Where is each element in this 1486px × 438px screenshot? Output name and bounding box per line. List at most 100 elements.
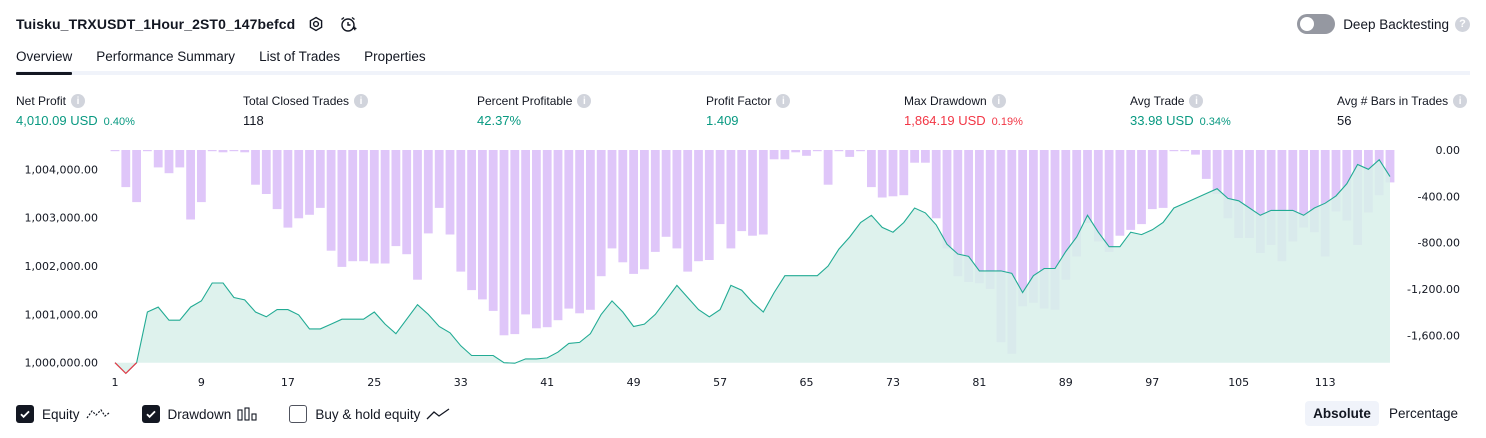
legend-equity[interactable]: Equity — [16, 405, 110, 423]
drawdown-bar — [996, 150, 1006, 343]
drawdown-checkbox[interactable] — [141, 405, 160, 423]
drawdown-bar — [542, 150, 552, 328]
deep-backtesting-toggle[interactable] — [1297, 14, 1336, 34]
legend-drawdown[interactable]: Drawdown — [141, 405, 258, 423]
drawdown-bar — [164, 150, 174, 174]
legend-buy-hold-equity[interactable]: Buy & hold equity — [289, 405, 450, 423]
drawdown-bar — [1255, 150, 1265, 254]
drawdown-bar — [1050, 150, 1060, 310]
legend-label: Buy & hold equity — [315, 406, 421, 422]
x-axis-tick: 97 — [1145, 376, 1159, 389]
drawdown-bar — [985, 150, 995, 289]
info-icon[interactable]: i — [577, 94, 592, 108]
drawdown-bar — [726, 150, 736, 249]
drawdown-bar — [899, 150, 909, 196]
metric-label: Avg Trade — [1130, 94, 1185, 108]
drawdown-bar — [586, 150, 595, 310]
x-axis-tick: 89 — [1059, 376, 1073, 389]
drawdown-bar — [240, 150, 250, 153]
drawdown-bar — [877, 150, 887, 198]
drawdown-bar — [758, 150, 768, 235]
drawdown-bar — [1115, 150, 1125, 236]
x-axis-tick: 65 — [800, 376, 814, 389]
absolute-button[interactable]: Absolute — [1305, 401, 1379, 426]
drawdown-bar — [1385, 150, 1395, 183]
drawdown-bar — [1310, 150, 1319, 233]
drawdown-bar — [207, 150, 217, 152]
drawdown-bar — [1191, 150, 1200, 155]
drawdown-bar — [326, 150, 336, 251]
drawdown-bar — [931, 150, 941, 219]
info-icon[interactable]: i — [71, 94, 86, 108]
deep-backtesting-label: Deep Backtesting — [1343, 16, 1449, 32]
drawdown-bar — [1299, 150, 1308, 228]
drawdown-bar — [564, 150, 574, 309]
info-icon[interactable]: i — [991, 94, 1006, 108]
alarm-clock-add-icon[interactable] — [337, 13, 359, 35]
drawdown-bar — [186, 150, 195, 220]
equity-line-icon — [86, 407, 110, 421]
equity-area — [115, 159, 1390, 374]
legend-label: Drawdown — [167, 406, 232, 422]
metric-value: 1,864.19 USD — [904, 113, 986, 128]
drawdown-bar — [834, 150, 844, 152]
tab-list-of-trades[interactable]: List of Trades — [259, 49, 341, 64]
left-axis-tick: 1,003,000.00 — [25, 212, 98, 225]
drawdown-bar — [1277, 150, 1287, 262]
drawdown-bar — [1331, 150, 1341, 212]
drawdown-bar — [650, 150, 660, 252]
metric-label: Percent Profitable — [477, 94, 573, 108]
equity-checkbox[interactable] — [16, 405, 34, 423]
drawdown-bars-icon — [237, 407, 257, 421]
info-icon[interactable]: i — [354, 94, 369, 108]
info-icon[interactable]: i — [1189, 94, 1204, 108]
help-icon[interactable]: ? — [1455, 16, 1470, 32]
x-axis-tick: 57 — [713, 376, 727, 389]
drawdown-bar — [1266, 150, 1276, 245]
drawdown-bar — [975, 150, 984, 284]
metric-value: 1.409 — [706, 113, 739, 128]
drawdown-bar — [251, 150, 260, 185]
drawdown-bar — [823, 150, 833, 185]
drawdown-bar — [499, 150, 509, 336]
drawdown-bar — [467, 150, 476, 291]
strategy-title: Tuisku_TRXUSDT_1Hour_2ST0_147befcd — [16, 16, 296, 32]
metric-avg-trade: Avg Trade i 33.98 USD 0.34% — [1130, 92, 1231, 128]
drawdown-bar — [1007, 150, 1017, 354]
drawdown-bar — [1234, 150, 1244, 238]
drawdown-bar — [575, 150, 584, 314]
drawdown-bar — [1104, 150, 1114, 252]
drawdown-bar — [683, 150, 693, 272]
value-mode-toggle: Absolute Percentage — [1303, 401, 1466, 426]
drawdown-bar — [1180, 150, 1190, 152]
drawdown-bar — [607, 150, 617, 249]
drawdown-bar — [942, 150, 952, 249]
drawdown-bar — [445, 150, 455, 235]
left-axis-tick: 1,002,000.00 — [25, 260, 98, 273]
x-axis-tick: 17 — [281, 376, 295, 389]
tab-properties[interactable]: Properties — [364, 49, 426, 64]
metric-label: Total Closed Trades — [243, 94, 350, 108]
info-icon[interactable]: i — [1453, 94, 1468, 108]
drawdown-bar — [769, 150, 779, 160]
tab-overview[interactable]: Overview — [16, 44, 73, 75]
drawdown-bar — [964, 150, 973, 282]
settings-gear-icon[interactable] — [305, 13, 327, 35]
x-axis-tick: 41 — [540, 376, 554, 389]
equity-drawdown-chart: 1,004,000.00 1,003,000.00 1,002,000.00 1,00… — [25, 144, 1460, 389]
drawdown-bar — [1137, 150, 1146, 225]
drawdown-bar — [121, 150, 131, 188]
metric-label: Net Profit — [16, 94, 67, 108]
tab-performance-summary[interactable]: Performance Summary — [96, 49, 236, 64]
drawdown-bar — [1223, 150, 1233, 219]
x-axis-tick: 81 — [972, 376, 986, 389]
drawdown-bar — [1072, 150, 1082, 257]
drawdown-bar — [423, 150, 433, 234]
info-icon[interactable]: i — [776, 94, 791, 108]
percentage-button[interactable]: Percentage — [1388, 406, 1458, 421]
drawdown-bar — [1245, 150, 1254, 238]
drawdown-bar — [229, 150, 239, 152]
drawdown-bar — [910, 150, 919, 163]
buy-hold-checkbox[interactable] — [289, 405, 308, 423]
metric-percent-profitable: Percent Profitable i 42.37% — [477, 92, 592, 128]
